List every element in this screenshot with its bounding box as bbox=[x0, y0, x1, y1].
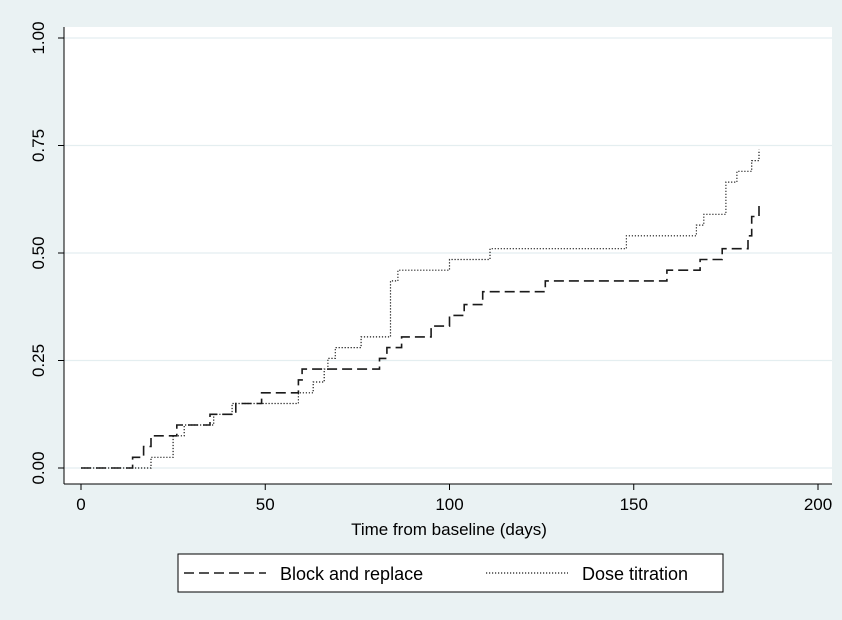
y-axis: 0.00 0.25 0.50 0.75 1.00 bbox=[29, 21, 64, 485]
x-tick-label: 50 bbox=[256, 495, 275, 514]
y-tick-label: 1.00 bbox=[29, 21, 48, 54]
legend-label-block-and-replace: Block and replace bbox=[280, 564, 423, 584]
legend: Block and replace Dose titration bbox=[177, 553, 724, 593]
x-tick-label: 0 bbox=[76, 495, 85, 514]
x-tick-label: 100 bbox=[435, 495, 463, 514]
y-tick-label: 0.25 bbox=[29, 344, 48, 377]
series-layer bbox=[81, 149, 760, 469]
gridlines bbox=[64, 37, 832, 469]
x-tick-label: 200 bbox=[804, 495, 832, 514]
legend-label-dose-titration: Dose titration bbox=[582, 564, 688, 584]
series-line-dose-titration bbox=[81, 149, 760, 469]
x-axis-label: Time from baseline (days) bbox=[351, 520, 547, 539]
legend-box bbox=[177, 553, 724, 593]
x-tick-label: 150 bbox=[620, 495, 648, 514]
y-tick-label: 0.50 bbox=[29, 236, 48, 269]
x-axis: 0 50 100 150 200 bbox=[76, 484, 832, 514]
y-tick-label: 0.75 bbox=[29, 129, 48, 162]
series-line-block-and-replace bbox=[81, 205, 760, 469]
y-tick-label: 0.00 bbox=[29, 451, 48, 484]
plot-area bbox=[64, 27, 832, 484]
